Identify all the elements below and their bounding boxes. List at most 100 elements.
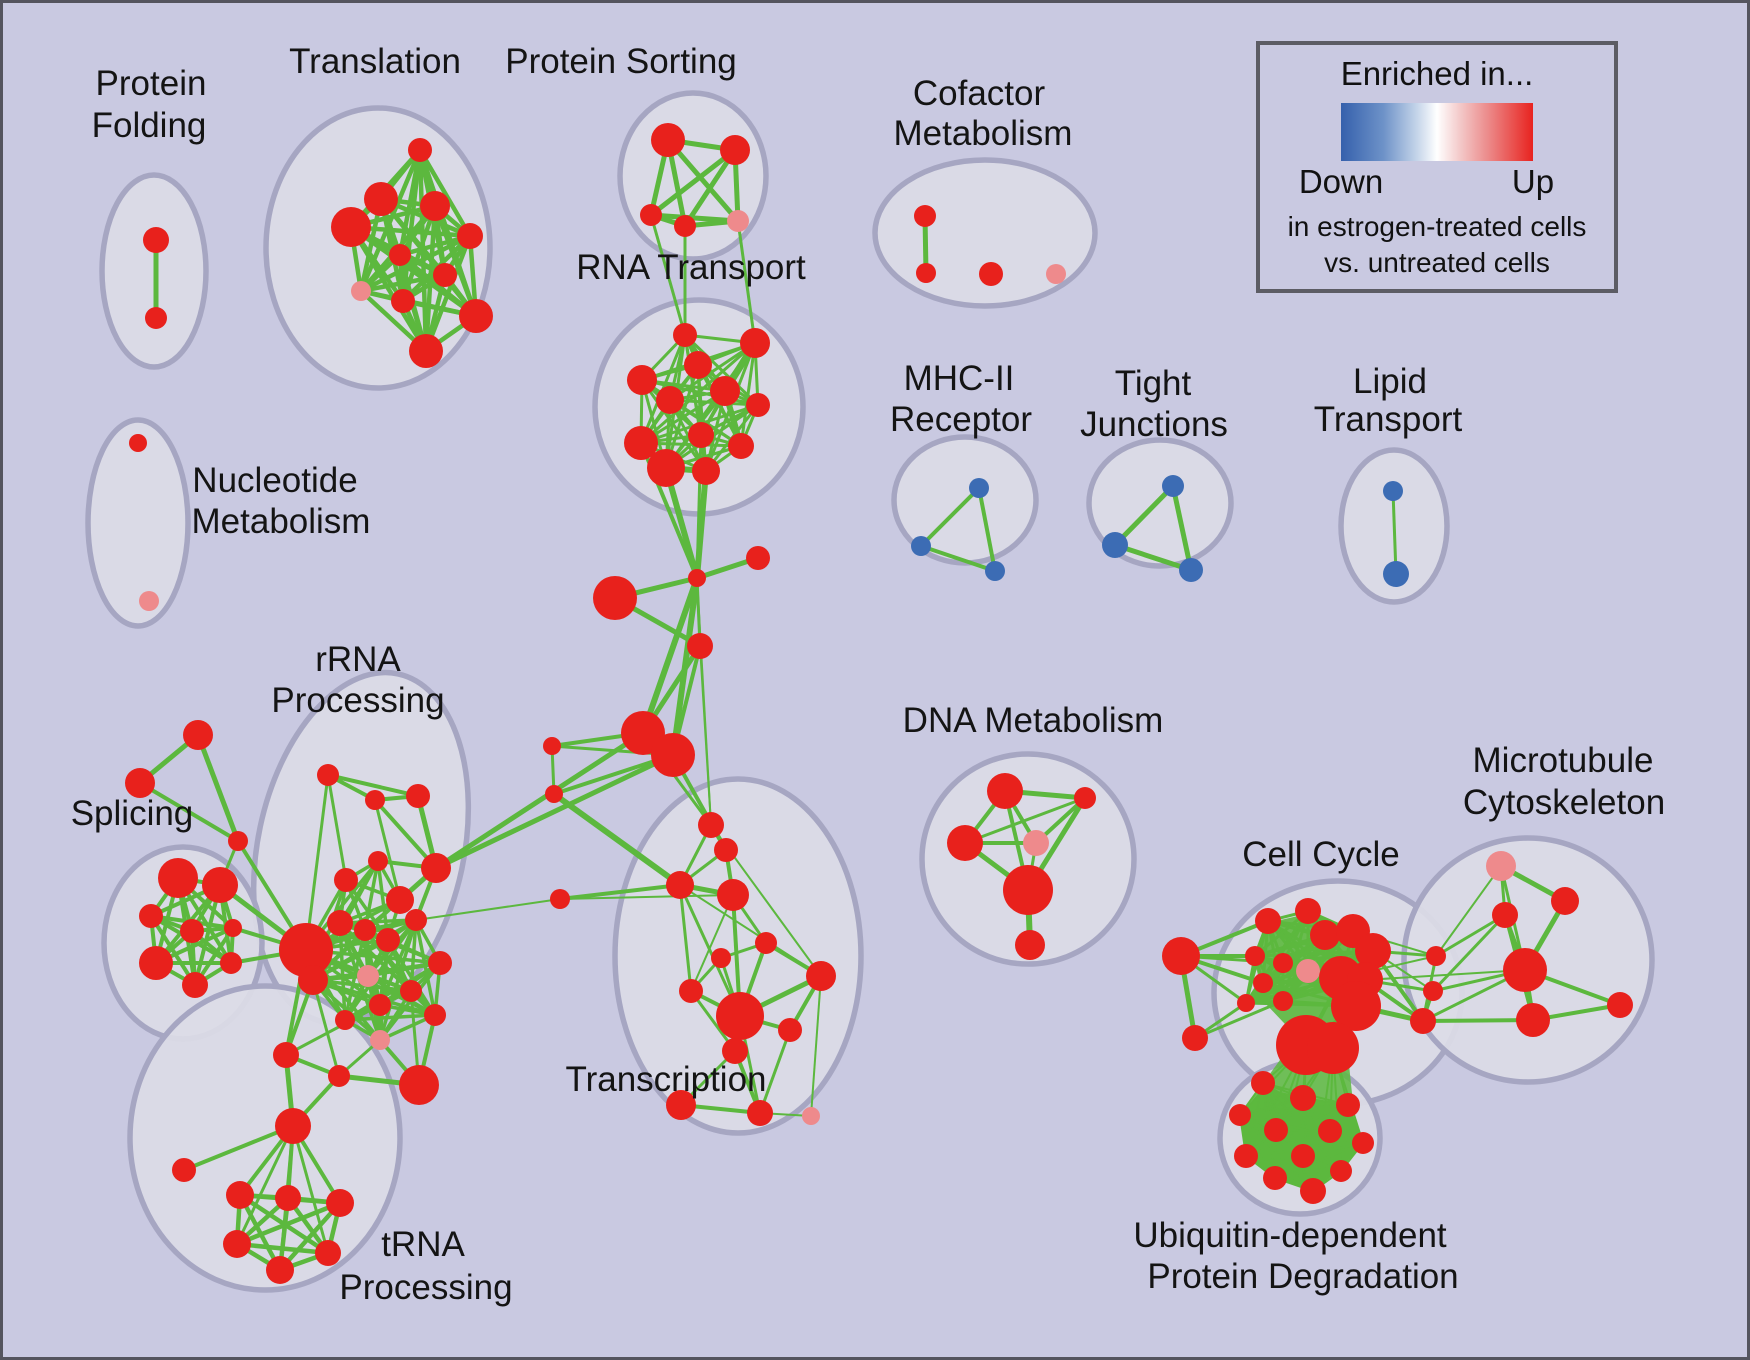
cluster-label: Nucleotide (192, 461, 357, 500)
node-red (593, 576, 637, 620)
cluster-label: rRNA (315, 640, 401, 679)
node-red (327, 910, 353, 936)
node-red (688, 569, 706, 587)
node-red (550, 889, 570, 909)
node-red (1310, 920, 1340, 950)
node-blue (1383, 481, 1403, 501)
node-red (428, 951, 452, 975)
node-red (1253, 973, 1273, 993)
node-red (139, 946, 173, 980)
edge (1239, 1114, 1364, 1144)
node-blue (1162, 475, 1184, 497)
legend-title: Enriched in... (1340, 55, 1534, 92)
node-pink (1296, 959, 1320, 983)
legend-box: Enriched in... Down Up in estrogen-treat… (1256, 41, 1618, 293)
node-red (1162, 937, 1200, 975)
edge (696, 364, 743, 447)
edge (1245, 1082, 1264, 1157)
node-red (1295, 898, 1321, 924)
edge (758, 1029, 792, 1114)
node-red (674, 215, 696, 237)
node-red (1336, 1093, 1360, 1117)
node-red (1074, 787, 1096, 809)
node-red (717, 879, 749, 911)
edge (434, 730, 645, 871)
edge (669, 398, 759, 407)
node-red (740, 328, 770, 358)
node-red (315, 1240, 341, 1266)
cluster-label: Cell Cycle (1242, 835, 1400, 874)
node-red (457, 223, 483, 249)
node-red (987, 773, 1023, 809)
node-red (1423, 981, 1443, 1001)
edge (977, 487, 997, 572)
node-pink (370, 1030, 390, 1050)
edge (1435, 913, 1506, 958)
node-red (399, 1065, 439, 1105)
node-red (364, 182, 398, 216)
cluster-label: Folding (92, 106, 207, 145)
edge (327, 773, 419, 798)
edge (739, 342, 757, 447)
cluster-label: Receptor (890, 400, 1032, 439)
node-blue (911, 536, 931, 556)
node-red (317, 764, 339, 786)
edge (1431, 913, 1507, 993)
node-red (778, 1018, 802, 1042)
node-red (335, 1010, 355, 1030)
node-red (711, 948, 731, 968)
node-red (376, 928, 400, 952)
node-red (459, 299, 493, 333)
node-red (226, 1181, 254, 1209)
edge (235, 1125, 295, 1245)
node-red (543, 737, 561, 755)
node-pink (1486, 851, 1516, 881)
edge (810, 975, 822, 1117)
node-red (331, 207, 371, 247)
node-red (420, 191, 450, 221)
node-red (400, 980, 422, 1002)
node-red (1551, 887, 1579, 915)
node-red (692, 457, 720, 485)
edge (311, 979, 341, 1077)
edge (183, 1124, 294, 1172)
edge (1194, 999, 1284, 1040)
cluster-label: DNA Metabolism (903, 701, 1164, 740)
edge (349, 225, 428, 353)
edge (1239, 1104, 1349, 1116)
node-red (640, 204, 662, 226)
node-red (1492, 902, 1518, 928)
node-red (651, 123, 685, 157)
node-red (684, 351, 712, 379)
node-red (1503, 948, 1547, 992)
node-red (647, 449, 685, 487)
edge (278, 1201, 342, 1272)
cluster-label: MHC-II (904, 359, 1015, 398)
edge (291, 1125, 330, 1254)
edge (1364, 969, 1526, 981)
node-red (714, 838, 738, 862)
cluster-label: Cofactor (913, 74, 1046, 113)
node-red (172, 1158, 196, 1182)
node-red (326, 1189, 354, 1217)
node-red (275, 1108, 311, 1144)
edge (304, 774, 330, 951)
edge (195, 734, 241, 842)
edge (678, 884, 742, 1017)
cluster-label: RNA Transport (576, 248, 806, 287)
node-red (1355, 933, 1391, 969)
node-red (746, 393, 770, 417)
node-red (1300, 1178, 1326, 1204)
node-blue (1102, 532, 1128, 558)
node-red (1318, 1119, 1342, 1143)
cluster-label: Transcription (566, 1060, 767, 1099)
node-red (1273, 953, 1293, 973)
node-red (673, 323, 697, 347)
edge (1274, 1104, 1349, 1179)
edge (919, 486, 981, 548)
legend-up-label: Up (1511, 163, 1555, 200)
node-pink (351, 281, 371, 301)
edge (1435, 865, 1502, 957)
node-red (722, 1038, 748, 1064)
node-red (1331, 981, 1381, 1031)
